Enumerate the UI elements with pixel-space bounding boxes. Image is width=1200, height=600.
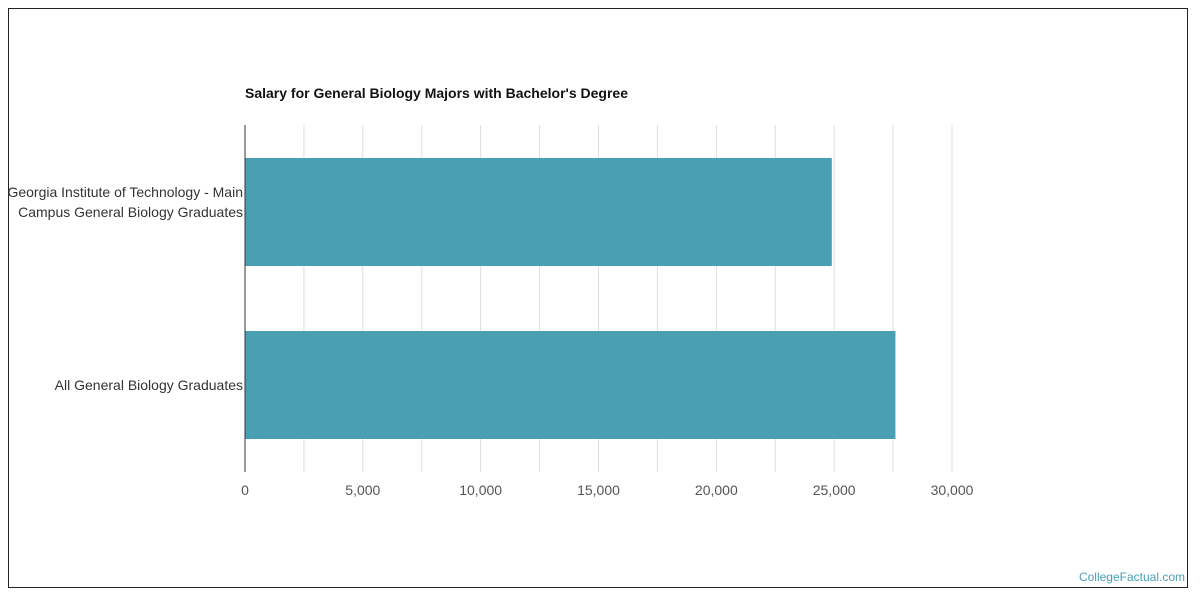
- x-tick-label: 5,000: [345, 482, 381, 498]
- x-tick-label: 20,000: [694, 482, 738, 498]
- x-tick-label: 25,000: [812, 482, 856, 498]
- category-label-georgia-tech: Georgia Institute of Technology - Main C…: [7, 184, 243, 220]
- category-label-all-graduates: All General Biology Graduates: [54, 377, 243, 393]
- site-watermark-link[interactable]: CollegeFactual.com: [1078, 570, 1185, 584]
- chart-title: Salary for General Biology Majors with B…: [245, 85, 629, 101]
- x-tick-label: 10,000: [459, 482, 503, 498]
- bar-1[interactable]: [245, 331, 896, 439]
- bar-0[interactable]: [245, 158, 832, 266]
- x-tick-label: 0: [241, 482, 249, 498]
- x-tick-label: 30,000: [930, 482, 974, 498]
- x-tick-label: 15,000: [577, 482, 620, 498]
